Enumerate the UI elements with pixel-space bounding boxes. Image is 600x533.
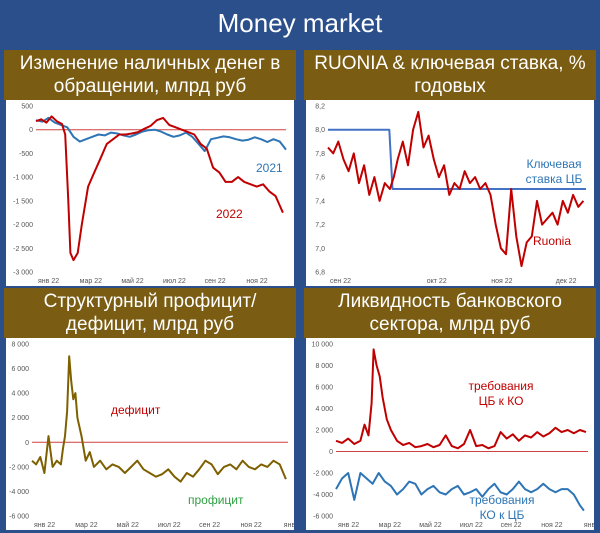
series-annotation: 2022 (216, 207, 243, 221)
y-tick-label: -2 000 (13, 222, 33, 229)
annotation-line: требования (469, 379, 534, 393)
y-tick-label: 0 (25, 440, 29, 447)
x-tick-label: ноя 22 (246, 278, 267, 285)
annotation-line: ЦБ к КО (479, 394, 524, 408)
y-tick-label: 2 000 (315, 428, 333, 435)
panel-title-liquidity: Ликвидность банковского сектора, млрд ру… (304, 288, 596, 338)
x-tick-label: мар 22 (80, 278, 102, 285)
series-annotation: профицит (188, 493, 244, 507)
y-tick-label: 6,8 (315, 270, 325, 277)
y-tick-label: 4 000 (11, 391, 29, 398)
panel-title-cash: Изменение наличных денег в обращении, мл… (4, 50, 296, 100)
annotation-line: Ключевая (526, 157, 581, 171)
y-tick-label: 2 000 (11, 415, 29, 422)
x-tick-label: июл 22 (158, 522, 181, 529)
series-annotation: 2021 (256, 161, 283, 175)
series-line-0 (335, 348, 587, 450)
panel-title-ruonia: RUONIA & ключевая ставка, % годовых (304, 50, 596, 100)
series-line-1 (327, 110, 585, 268)
y-tick-label: -4 000 (9, 489, 29, 496)
series-line-0 (35, 116, 287, 153)
x-tick-label: май 22 (117, 521, 139, 529)
series-line-0 (328, 128, 586, 190)
y-tick-label: 8 000 (315, 363, 333, 370)
x-tick-label: окт 22 (427, 278, 447, 285)
x-tick-label: ноя 22 (491, 278, 512, 285)
x-tick-label: янв 23 (584, 522, 594, 529)
x-tick-label: янв 22 (34, 522, 55, 529)
y-tick-label: 0 (329, 449, 333, 456)
page-title: Money market (0, 0, 600, 48)
y-tick-label: 6 000 (11, 366, 29, 373)
x-tick-label: июл 22 (163, 278, 186, 285)
series-line-1 (35, 115, 284, 262)
y-tick-label: 0 (29, 127, 33, 134)
annotation-line: ставка ЦБ (526, 172, 583, 186)
y-tick-label: 8 000 (11, 342, 29, 349)
y-tick-label: 7,0 (315, 246, 325, 253)
panel-title-structural: Структурный профицит/дефицит, млрд руб (4, 288, 296, 338)
series-annotation: Ruonia (533, 234, 571, 248)
series-annotation: требования ЦБ к КО (469, 379, 534, 408)
series-annotation: дефицит (111, 403, 161, 417)
y-tick-label: 7,4 (315, 198, 325, 205)
x-tick-label: май 22 (419, 521, 441, 529)
chart-bank-liquidity: 10 000 8 000 6 000 4 000 2 000 0 -2 000 -4 000 -… (306, 338, 594, 530)
x-tick-label: сен 22 (199, 522, 220, 529)
y-tick-label: -500 (19, 151, 33, 158)
chart-svg-structural: 8 000 6 000 4 000 2 000 0 -2 000 -4 000 -6 000 я… (9, 342, 294, 530)
chart-cash-in-circulation: 500 0 -500 -1 000 -1 500 -2 000 -2 500 -3 000 ян… (6, 100, 294, 286)
x-tick-label: ноя 22 (541, 522, 562, 529)
x-tick-label: ноя 22 (240, 522, 261, 529)
x-tick-label: май 22 (121, 277, 143, 285)
chart-svg-liquidity: 10 000 8 000 6 000 4 000 2 000 0 -2 000 -4 000 -… (312, 342, 594, 530)
y-tick-label: 7,2 (315, 222, 325, 229)
y-tick-label: -1 000 (13, 175, 33, 182)
y-tick-label: -6 000 (9, 514, 29, 521)
y-tick-label: -4 000 (313, 492, 333, 499)
x-tick-label: сен 22 (501, 522, 522, 529)
chart-structural-liquidity: 8 000 6 000 4 000 2 000 0 -2 000 -4 000 -6 000 я… (6, 338, 294, 530)
y-tick-label: 7,6 (315, 175, 325, 182)
y-tick-label: -2 000 (313, 471, 333, 478)
annotation-line: требования (470, 493, 535, 507)
y-tick-label: 4 000 (315, 406, 333, 413)
x-tick-label: сен 22 (330, 278, 351, 285)
x-tick-label: янв 22 (338, 522, 359, 529)
chart-ruonia-key-rate: 8,2 8,0 7,8 7,6 7,4 7,2 7,0 6,8 сен 22 окт 22 ноя … (306, 100, 594, 286)
x-tick-label: янв 22 (38, 278, 59, 285)
chart-svg-ruonia: 8,2 8,0 7,8 7,6 7,4 7,2 7,0 6,8 сен 22 окт 22 ноя … (315, 104, 586, 285)
series-annotation: требования КО к ЦБ (470, 493, 535, 522)
y-tick-label: 8,0 (315, 127, 325, 134)
y-tick-label: 10 000 (312, 342, 334, 349)
series-annotation: Ключевая ставка ЦБ (526, 157, 583, 186)
y-tick-label: 7,8 (315, 151, 325, 158)
y-tick-label: 8,2 (315, 104, 325, 111)
annotation-line: КО к ЦБ (480, 508, 525, 522)
x-tick-label: сен 22 (205, 278, 226, 285)
x-tick-label: мар 22 (379, 522, 401, 529)
y-tick-label: 6 000 (315, 385, 333, 392)
y-tick-label: -2 000 (9, 464, 29, 471)
y-tick-label: 500 (21, 104, 33, 111)
series-line-0 (31, 355, 287, 483)
chart-svg-cash: 500 0 -500 -1 000 -1 500 -2 000 -2 500 -3 000 ян… (13, 104, 287, 285)
x-tick-label: янв 23 (284, 522, 294, 529)
y-tick-label: -1 500 (13, 198, 33, 205)
y-tick-label: -6 000 (313, 514, 333, 521)
x-tick-label: июл 22 (460, 522, 483, 529)
x-tick-label: мар 22 (75, 522, 97, 529)
series-line-1 (335, 472, 585, 512)
y-tick-label: -2 500 (13, 246, 33, 253)
x-tick-label: дек 22 (556, 278, 577, 285)
y-tick-label: -3 000 (13, 270, 33, 277)
